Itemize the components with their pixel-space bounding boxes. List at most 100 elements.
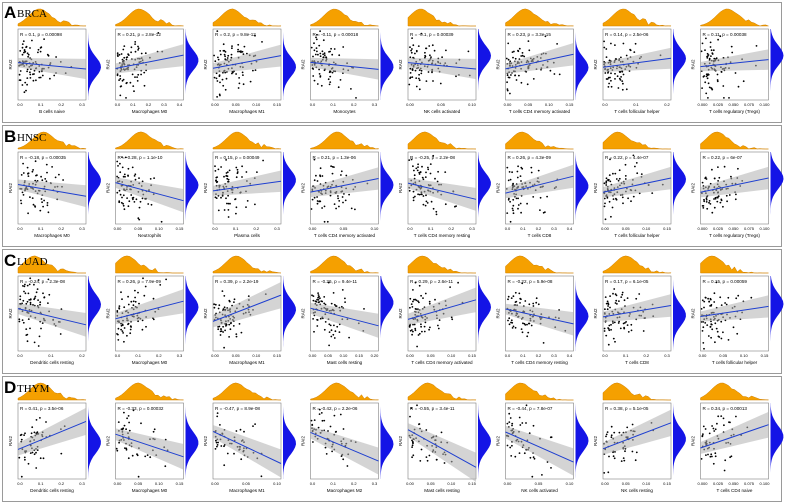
data-point [518, 416, 521, 419]
data-point [31, 170, 34, 173]
data-point [21, 319, 24, 321]
data-point [710, 453, 713, 456]
y-density [478, 276, 491, 351]
data-point [702, 342, 705, 344]
data-point [27, 292, 30, 295]
data-point [614, 340, 616, 343]
fit-line [700, 305, 769, 317]
x-density [505, 8, 574, 27]
x-tick-label: 0.00 [114, 226, 123, 231]
data-point [413, 169, 415, 172]
data-point [409, 306, 411, 309]
data-point [320, 84, 323, 87]
data-point [425, 200, 428, 203]
data-point [215, 197, 218, 200]
data-point [511, 422, 514, 425]
y-axis-label: RAI2 [593, 183, 598, 194]
data-point [228, 169, 231, 172]
data-point [220, 330, 223, 332]
x-axis-label: NK cells activated [424, 109, 461, 114]
y-axis-label: RAI2 [398, 183, 403, 194]
x-tick-label: 0.05 [324, 353, 333, 358]
data-point [119, 85, 122, 88]
data-point [517, 165, 519, 168]
data-point [131, 166, 134, 169]
data-point [411, 48, 413, 50]
fit-line [115, 54, 184, 69]
y-axis-label: RAI2 [106, 59, 111, 70]
x-tick-label: 0.00 [211, 353, 220, 358]
data-point [152, 318, 155, 321]
data-point [703, 300, 706, 303]
data-point [20, 475, 23, 478]
data-point [319, 297, 321, 300]
data-point [546, 195, 548, 198]
data-point [35, 291, 38, 294]
data-point [119, 77, 122, 80]
data-point [623, 299, 626, 302]
data-point [23, 91, 26, 94]
data-point [317, 294, 320, 296]
data-point [224, 88, 227, 91]
data-point [316, 196, 318, 198]
data-point [533, 457, 536, 460]
data-point [141, 328, 144, 331]
data-point [727, 339, 730, 341]
data-point [716, 196, 719, 199]
data-point [237, 87, 240, 89]
x-tick-label: 0.10 [642, 226, 651, 231]
data-point [21, 53, 24, 56]
data-point [507, 58, 510, 61]
data-point [707, 82, 710, 85]
x-tick-label: 0.10 [371, 226, 380, 231]
fit-line [17, 62, 87, 70]
x-tick-label: 0.10 [468, 102, 477, 107]
confidence-band [310, 57, 379, 80]
data-point [604, 72, 607, 74]
data-point [706, 77, 709, 80]
confidence-band [700, 166, 769, 198]
confidence-band [310, 426, 379, 475]
data-point [714, 455, 717, 458]
data-point [27, 462, 30, 465]
data-point [412, 196, 415, 199]
data-point [518, 292, 521, 295]
data-point [225, 197, 227, 200]
data-point [425, 171, 427, 174]
confidence-band [213, 170, 281, 196]
data-point [130, 300, 133, 303]
data-point [137, 217, 140, 220]
data-point [606, 308, 609, 311]
data-point [710, 304, 713, 306]
data-point [254, 34, 256, 37]
data-point [737, 294, 740, 297]
data-point [614, 78, 616, 80]
data-point [340, 305, 343, 308]
data-point [220, 328, 223, 330]
data-point [36, 288, 39, 290]
y-axis-label: RAI2 [203, 436, 208, 447]
data-point [316, 318, 318, 321]
x-tick-label: 0.00 [211, 102, 220, 107]
data-point [37, 279, 40, 281]
x-axis-label: T cells CD4 memory activated [509, 109, 571, 114]
data-point [130, 46, 133, 49]
y-axis-label: RAI2 [398, 308, 403, 319]
y-density [185, 152, 199, 224]
data-point [419, 460, 422, 462]
data-point [130, 51, 133, 54]
data-point [614, 172, 617, 175]
data-point [321, 300, 324, 303]
data-point [425, 80, 428, 82]
data-point [225, 175, 228, 177]
data-point [37, 51, 39, 54]
data-point [127, 457, 130, 460]
x-axis-label: Neutrophils [138, 233, 162, 238]
x-density [17, 8, 87, 27]
data-point [508, 171, 511, 173]
data-point [418, 77, 420, 80]
data-point [642, 330, 645, 332]
